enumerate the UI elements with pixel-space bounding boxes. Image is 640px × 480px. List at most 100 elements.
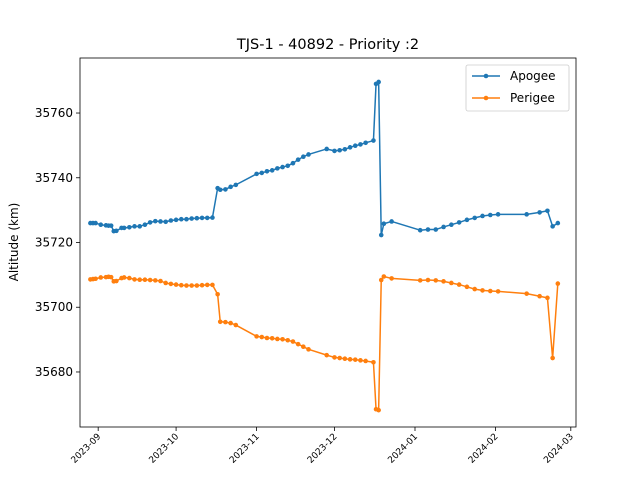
perigee-point — [363, 358, 368, 364]
perigee-point — [358, 358, 363, 363]
perigee-point — [147, 277, 153, 283]
perigee-point — [280, 336, 285, 342]
perigee-point — [173, 282, 179, 287]
perigee-point — [324, 352, 330, 358]
apogee-point — [153, 218, 158, 224]
apogee-point — [342, 146, 348, 152]
plot-area — [88, 79, 561, 413]
apogee-point — [301, 154, 306, 160]
perigee-point — [417, 278, 423, 283]
perigee-point — [264, 335, 270, 341]
perigee-point — [555, 281, 561, 286]
apogee-point — [488, 212, 493, 218]
legend-label: Apogee — [510, 69, 556, 83]
perigee-point — [488, 288, 493, 294]
perigee-point — [347, 357, 353, 362]
perigee-point — [204, 282, 210, 288]
perigee-point — [127, 275, 132, 281]
perigee-point — [114, 278, 119, 284]
chart-title: TJS-1 - 40892 - Priority :2 — [236, 37, 419, 53]
apogee-point — [290, 160, 296, 166]
apogee-point — [223, 187, 228, 192]
y-axis: 35680 35700 35720 35740 35760 — [35, 106, 80, 379]
perigee-point — [381, 274, 387, 279]
perigee-point — [389, 276, 394, 281]
perigee-point — [480, 288, 485, 293]
apogee-point — [194, 215, 200, 221]
perigee-point — [495, 289, 501, 294]
apogee-point — [524, 212, 529, 217]
apogee-point — [417, 227, 423, 233]
perigee-point — [189, 283, 194, 288]
apogee-point — [472, 215, 478, 221]
perigee-point — [210, 282, 215, 288]
apogee-point — [352, 143, 358, 149]
apogee-point — [425, 227, 431, 232]
perigee-point — [295, 341, 301, 347]
apogee-point — [163, 219, 168, 225]
apogee-point — [98, 222, 104, 227]
perigee-point — [524, 291, 529, 296]
apogee-point — [204, 215, 210, 221]
apogee-point — [285, 163, 291, 169]
apogee-point — [363, 140, 368, 146]
perigee-point — [378, 277, 384, 283]
series-perigee — [88, 274, 561, 413]
apogee-point — [137, 224, 143, 229]
perigee-point — [108, 274, 114, 280]
apogee-point — [254, 171, 259, 177]
apogee-point — [132, 224, 137, 229]
perigee-point — [142, 277, 148, 283]
apogee-point — [108, 223, 114, 228]
y-axis-label: Altitude (km) — [7, 203, 21, 282]
perigee-point — [456, 282, 462, 287]
perigee-point — [98, 275, 104, 280]
perigee-point — [254, 334, 259, 339]
apogee-point — [441, 224, 446, 230]
apogee-point — [449, 222, 454, 227]
perigee-point — [233, 322, 239, 328]
apogee-point — [456, 220, 462, 225]
apogee-point — [217, 187, 223, 193]
apogee-point — [93, 220, 98, 226]
apogee-point — [280, 164, 285, 170]
perigee-point — [550, 355, 555, 361]
perigee-point — [449, 280, 454, 286]
apogee-point — [173, 217, 179, 223]
apogee-point — [347, 145, 353, 150]
y-tick-label: 35740 — [35, 171, 73, 185]
perigee-point — [464, 284, 470, 290]
apogee-point — [121, 225, 127, 231]
perigee-point — [537, 293, 542, 299]
y-tick-label: 35760 — [35, 106, 73, 120]
perigee-point — [269, 336, 275, 341]
perigee-point — [153, 278, 158, 283]
perigee-point — [121, 275, 127, 280]
apogee-point — [269, 168, 275, 173]
perigee-point — [215, 291, 220, 297]
perigee-point — [137, 277, 143, 283]
perigee-point — [285, 337, 291, 343]
perigee-point — [441, 279, 446, 284]
legend: Apogee Perigee — [465, 64, 570, 112]
perigee-point — [275, 336, 280, 342]
apogee-point — [545, 208, 550, 214]
apogee-point — [275, 166, 280, 171]
perigee-point — [425, 277, 431, 283]
y-tick-label: 35700 — [35, 300, 73, 314]
apogee-point — [210, 215, 215, 220]
apogee-point — [233, 182, 239, 188]
apogee-point — [184, 216, 189, 222]
perigee-point — [178, 282, 184, 288]
apogee-point — [199, 215, 205, 221]
series-layer — [88, 79, 561, 413]
perigee-point — [342, 356, 348, 362]
perigee-point — [132, 277, 137, 282]
apogee-point — [433, 227, 439, 232]
perigee-point — [371, 359, 376, 365]
perigee-point — [184, 283, 189, 288]
perigee-point — [223, 319, 228, 325]
perigee-point — [199, 282, 205, 288]
apogee-point — [381, 221, 387, 227]
apogee-point — [480, 213, 485, 219]
